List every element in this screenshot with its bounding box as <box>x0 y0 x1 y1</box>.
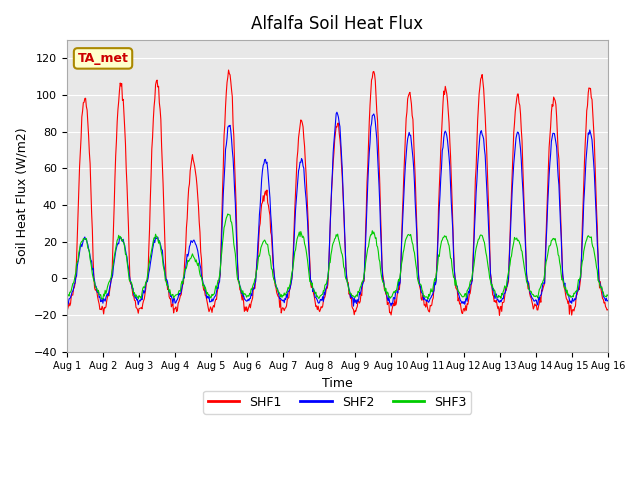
SHF1 <box>212 297 220 302</box>
SHF2 <box>63 299 70 304</box>
SHF3 <box>73 261 81 267</box>
SHF2 <box>420 295 428 300</box>
Title: Alfalfa Soil Heat Flux: Alfalfa Soil Heat Flux <box>252 15 423 33</box>
Line: SHF3: SHF3 <box>67 214 608 299</box>
SHF2 <box>183 252 191 257</box>
Line: SHF1: SHF1 <box>67 70 608 315</box>
SHF3 <box>63 293 70 299</box>
SHF1 <box>604 307 612 312</box>
Text: TA_met: TA_met <box>77 52 129 65</box>
Y-axis label: Soil Heat Flux (W/m2): Soil Heat Flux (W/m2) <box>15 128 28 264</box>
SHF1 <box>63 305 70 311</box>
SHF3 <box>420 293 428 299</box>
SHF3 <box>404 232 412 238</box>
Legend: SHF1, SHF2, SHF3: SHF1, SHF2, SHF3 <box>203 391 472 414</box>
SHF3 <box>224 211 232 217</box>
SHF3 <box>99 296 106 302</box>
SHF1 <box>495 312 503 318</box>
Line: SHF2: SHF2 <box>67 112 608 306</box>
SHF1 <box>73 256 81 262</box>
SHF2 <box>604 298 612 304</box>
SHF2 <box>212 292 220 298</box>
SHF2 <box>129 286 136 291</box>
SHF1 <box>404 96 412 102</box>
SHF3 <box>212 286 220 291</box>
SHF1 <box>225 67 232 73</box>
SHF1 <box>420 295 428 300</box>
X-axis label: Time: Time <box>322 377 353 390</box>
SHF2 <box>404 132 412 138</box>
SHF1 <box>183 216 191 221</box>
SHF2 <box>73 273 81 279</box>
SHF3 <box>604 293 612 299</box>
SHF2 <box>349 303 357 309</box>
SHF3 <box>184 257 192 263</box>
SHF2 <box>333 109 340 115</box>
SHF3 <box>129 288 137 293</box>
SHF1 <box>129 287 136 293</box>
